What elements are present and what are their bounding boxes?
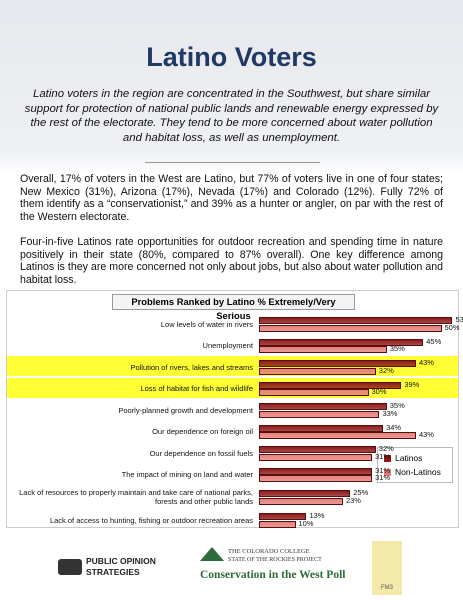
value-label: 50% — [444, 322, 460, 332]
value-label: 33% — [382, 408, 398, 418]
legend-swatch — [384, 469, 391, 476]
legend-item: Non-Latinos — [384, 466, 454, 478]
value-label: 34% — [386, 422, 402, 432]
category-label: Lack of access to hunting, fishing or ou… — [49, 515, 253, 525]
bar — [259, 467, 373, 475]
legend-swatch — [384, 455, 391, 462]
logo-text: STRATEGIES — [86, 567, 140, 577]
logo-text: PUBLIC OPINION — [86, 556, 156, 566]
bar — [259, 490, 351, 497]
bar — [259, 520, 296, 528]
paragraph: Overall, 17% of voters in the West are L… — [20, 173, 443, 223]
value-label: 13% — [309, 511, 325, 520]
bar — [259, 389, 369, 396]
legend: Latinos Non-Latinos — [377, 447, 453, 483]
category-label: Our dependence on foreign oil — [152, 427, 253, 436]
legend-label: Latinos — [395, 453, 423, 463]
value-label: 45% — [426, 336, 442, 346]
bar — [259, 432, 416, 439]
value-label: 39% — [404, 379, 420, 389]
bar — [259, 453, 373, 461]
category-label: Unemployment — [202, 341, 253, 350]
category-label: Our dependence on fossil fuels — [149, 448, 253, 458]
category-label: Low levels of water in rivers — [160, 319, 253, 329]
bar — [259, 403, 387, 410]
paragraph: Four-in-five Latinos rate opportunities … — [20, 236, 443, 286]
chart: Problems Ranked by Latino % Extremely/Ve… — [6, 290, 463, 528]
legend-label: Non-Latinos — [395, 467, 441, 477]
bar — [259, 497, 343, 505]
value-label: 30% — [371, 387, 387, 396]
page-title: Latino Voters — [146, 42, 317, 72]
value-label: 35% — [389, 401, 405, 410]
value-label: 10% — [298, 518, 314, 528]
bar — [259, 367, 376, 375]
chart-title: Problems Ranked by Latino % Extremely/Ve… — [112, 294, 355, 321]
value-label: 35% — [389, 344, 405, 353]
bar — [259, 360, 416, 367]
bar — [259, 346, 387, 353]
value-label: 32% — [378, 365, 394, 375]
value-label: 43% — [418, 430, 434, 439]
category-label: Loss of habitat for fish and wildlife — [140, 384, 253, 393]
bar — [259, 446, 376, 453]
logo-text: FM3 — [381, 585, 394, 591]
value-label: 53% — [455, 315, 463, 324]
bar — [259, 410, 380, 418]
intro: Latino voters in the region are concentr… — [24, 88, 439, 144]
category-label: Lack of resources to properly maintain a… — [19, 488, 253, 506]
category-label: The impact of mining on land and water — [121, 470, 253, 479]
logo-text: STATE OF THE ROCKIES PROJECT — [228, 557, 322, 563]
bar — [259, 381, 402, 389]
value-label: 32% — [378, 444, 394, 453]
bar — [259, 424, 384, 432]
bar — [259, 324, 442, 332]
divider — [145, 162, 320, 163]
value-label: 23% — [345, 495, 361, 505]
value-label: 25% — [353, 488, 369, 497]
logo-text: THE COLORADO COLLEGE — [228, 548, 310, 555]
bar — [259, 475, 373, 482]
value-label: 31% — [375, 473, 391, 482]
value-label: 43% — [418, 358, 434, 367]
logo-text: Conservation in the West Poll — [200, 569, 345, 581]
category-label: Poorly-planned growth and development — [118, 405, 253, 415]
category-label: Pollution of rivers, lakes and streams — [130, 362, 253, 372]
bar — [259, 338, 424, 346]
logos: PUBLIC OPINION STRATEGIES THE COLORADO C… — [58, 541, 402, 595]
bar — [259, 317, 453, 324]
logo-mark — [58, 559, 82, 575]
value-label: 31% — [375, 451, 391, 461]
legend-item: Latinos — [384, 452, 454, 464]
value-label: 31% — [375, 465, 391, 475]
logo-mark — [200, 547, 224, 561]
bar — [259, 513, 307, 520]
logo-mark — [372, 541, 402, 595]
footer: PUBLIC OPINION STRATEGIES THE COLORADO C… — [0, 535, 463, 600]
